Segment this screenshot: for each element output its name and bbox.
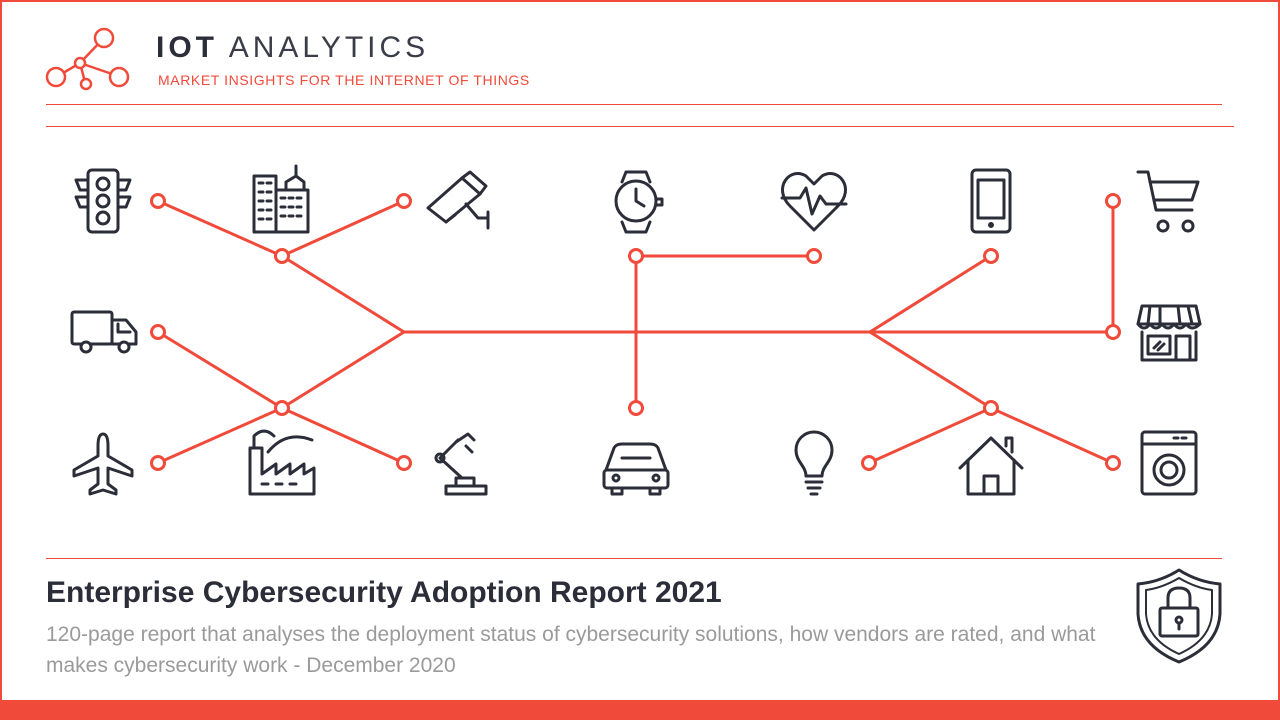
heart-rate-icon [780,172,848,232]
footer-divider [46,558,1222,559]
brand-name: IOT ANALYTICS [156,31,429,65]
airplane-icon [72,432,134,496]
light-bulb-icon [794,430,834,496]
washing-machine-icon [1140,430,1198,496]
brand-name-light: ANALYTICS [228,31,430,64]
network-logo-icon [45,27,130,91]
bottom-accent-bar [0,700,1280,720]
traffic-light-icon [74,168,132,234]
smartwatch-icon [614,170,664,234]
report-subtitle: 120-page report that analyses the deploy… [46,623,1096,677]
house-icon [958,436,1024,496]
car-icon [602,442,670,496]
report-title: Enterprise Cybersecurity Adoption Report… [46,576,722,609]
brand-tagline: MARKET INSIGHTS FOR THE INTERNET OF THIN… [158,72,530,88]
shopping-cart-icon [1136,170,1200,233]
shield-lock-icon [1136,568,1222,664]
truck-icon [70,310,138,354]
header-divider-top [46,104,1222,105]
security-camera-icon [426,170,490,230]
buildings-icon [252,164,310,234]
factory-icon [248,429,316,496]
network-nodes [150,193,1121,471]
store-icon [1136,304,1202,362]
header-divider-bottom [46,126,1234,127]
network-lines [156,199,1115,465]
smartphone-icon [970,168,1012,234]
brand-name-bold: IOT [156,31,218,64]
robot-arm-icon [434,432,488,496]
